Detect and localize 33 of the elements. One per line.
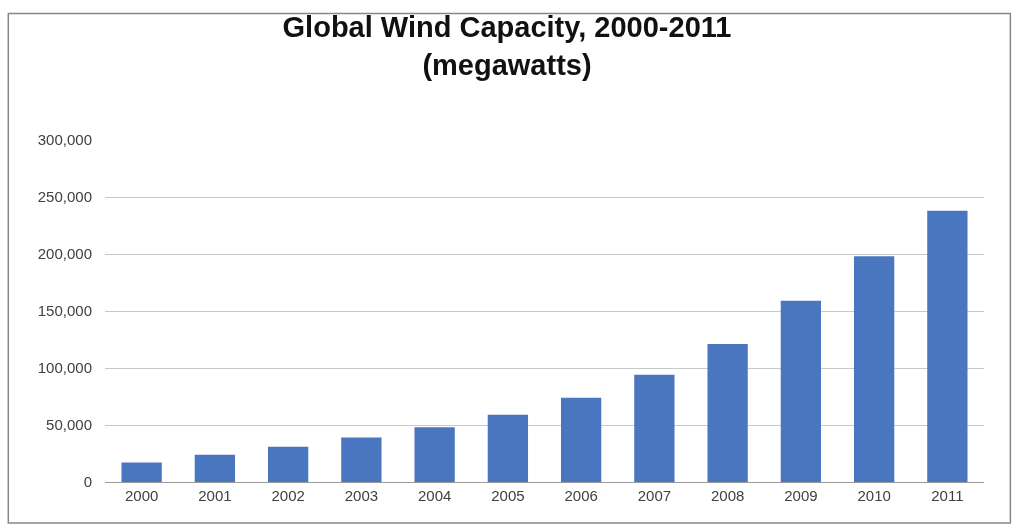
bar <box>487 414 529 482</box>
bar <box>194 454 236 482</box>
y-tick-label: 50,000 <box>46 416 92 434</box>
x-tick-label: 2009 <box>784 487 818 504</box>
bar <box>267 446 309 482</box>
x-tick-label: 2005 <box>491 487 525 504</box>
bar <box>414 427 455 482</box>
x-tick-label: 2006 <box>564 487 598 504</box>
x-tick-label: 2010 <box>857 487 891 504</box>
bar <box>121 462 162 482</box>
bar <box>853 256 895 482</box>
y-tick-label: 250,000 <box>37 188 92 206</box>
bar <box>927 210 968 482</box>
bar <box>341 437 382 482</box>
y-tick-label: 200,000 <box>37 245 92 263</box>
bar <box>780 300 822 482</box>
x-tick-label: 2007 <box>637 487 672 504</box>
bar <box>707 344 748 482</box>
x-tick-label: 2008 <box>710 487 745 504</box>
x-tick-label: 2003 <box>344 487 379 504</box>
y-tick-label: 0 <box>83 473 92 491</box>
chart-subtitle: (megawatts) <box>422 48 592 81</box>
y-tick-label: 100,000 <box>37 359 92 377</box>
y-tick-label: 300,000 <box>37 131 92 149</box>
bar <box>560 397 602 482</box>
bar <box>634 374 675 482</box>
x-tick-label: 2011 <box>931 487 964 504</box>
x-tick-label: 2000 <box>124 487 159 504</box>
y-tick-label: 150,000 <box>37 302 92 320</box>
x-tick-label: 2004 <box>417 487 452 504</box>
x-tick-label: 2002 <box>271 487 305 504</box>
x-tick-label: 2001 <box>198 487 232 504</box>
chart-title: Global Wind Capacity, 2000-2011 <box>282 10 732 43</box>
